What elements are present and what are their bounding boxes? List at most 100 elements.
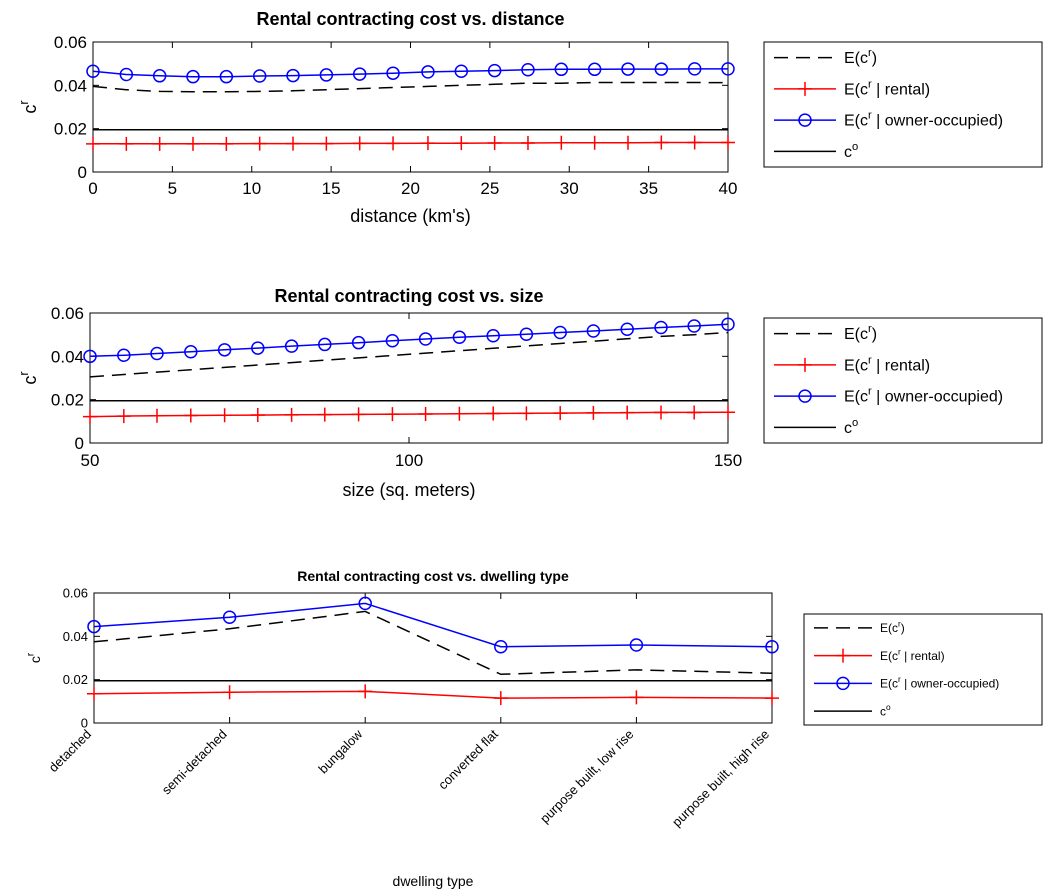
point-rental <box>83 409 97 424</box>
plot-area <box>92 41 729 173</box>
point-owner <box>629 638 644 652</box>
point-rental <box>654 405 669 420</box>
point-owner <box>554 62 569 77</box>
x-tick-label: 40 <box>719 179 738 198</box>
point-rental <box>520 135 535 150</box>
point-rental <box>721 135 735 150</box>
point-rental <box>319 136 334 151</box>
point-owner <box>454 64 469 78</box>
series-line-rental <box>93 690 773 699</box>
x-tick-label: 50 <box>81 451 100 470</box>
point-owner <box>352 67 367 81</box>
x-tick-label: 35 <box>639 179 658 198</box>
x-tick-label: 150 <box>714 451 742 470</box>
y-tick-label: 0.04 <box>51 347 84 366</box>
x-tick-label: 5 <box>168 179 177 198</box>
point-rental <box>765 691 779 706</box>
y-tick-label: 0.06 <box>51 304 84 323</box>
point-rental <box>186 136 201 151</box>
point-rental <box>386 136 401 151</box>
point-rental <box>587 135 602 150</box>
point-owner <box>553 325 567 340</box>
x-axis-label: distance (km's) <box>350 206 470 226</box>
series-line-owner <box>93 602 773 648</box>
y-axis-label: cr <box>26 652 43 663</box>
legend-marker-rental <box>798 81 812 96</box>
plot-area <box>93 592 773 724</box>
point-owner <box>621 62 635 76</box>
legend-box <box>803 613 1043 726</box>
legend-marker-rental <box>798 357 812 372</box>
point-owner <box>87 619 101 634</box>
legend-box <box>763 41 1043 168</box>
point-owner <box>385 333 400 348</box>
point-rental <box>284 407 299 422</box>
point-rental <box>149 408 164 423</box>
x-tick-label: 25 <box>480 179 499 198</box>
chart-3: Rental contracting cost vs. dwelling typ… <box>26 568 1043 889</box>
legend-marker-owner <box>836 676 850 691</box>
y-tick-label: 0.04 <box>63 629 88 644</box>
x-tick-label: purpose built, low rise <box>537 727 637 827</box>
point-owner <box>152 69 167 83</box>
point-rental <box>654 135 669 150</box>
point-rental <box>454 136 469 151</box>
chart-1: Rental contracting cost vs. distance 0 0.0… <box>17 9 1043 226</box>
x-axis-label: dwelling type <box>393 873 474 889</box>
point-owner <box>184 345 198 359</box>
point-rental <box>554 135 569 150</box>
x-tick-label: purpose built, high rise <box>669 727 772 830</box>
x-tick-label: bungalow <box>315 726 365 776</box>
point-rental <box>352 136 367 151</box>
series-owner <box>86 62 735 84</box>
series-rental <box>83 405 735 424</box>
point-owner <box>319 68 334 82</box>
series-line-expected <box>93 610 773 676</box>
series-rental <box>86 135 735 151</box>
point-owner <box>586 324 601 338</box>
point-rental <box>219 136 234 151</box>
x-tick-label: detached <box>46 727 94 775</box>
point-owner <box>418 332 433 346</box>
point-owner <box>765 639 779 654</box>
legend-label-rental: E(cr | rental) <box>880 646 945 662</box>
point-owner <box>252 69 267 83</box>
y-tick-label: 0 <box>75 434 84 453</box>
point-rental <box>493 691 508 706</box>
point-owner <box>186 69 200 84</box>
point-rental <box>86 136 100 151</box>
legend-label-expected: E(cr) <box>844 47 877 67</box>
point-owner <box>687 319 701 333</box>
y-tick-label: 0.02 <box>63 672 88 687</box>
point-rental <box>252 136 267 151</box>
point-rental <box>721 405 735 420</box>
series-expected <box>89 331 729 378</box>
y-axis-label: cr <box>17 371 40 384</box>
point-owner <box>358 596 372 611</box>
point-owner <box>150 346 164 361</box>
point-owner <box>519 327 534 341</box>
legend-label-co: co <box>844 417 858 437</box>
point-rental <box>420 136 435 151</box>
legend-label-owner: E(cr | owner-occupied) <box>880 674 999 690</box>
point-owner <box>494 639 508 654</box>
point-owner <box>219 69 234 84</box>
legend-marker-owner <box>798 389 812 403</box>
point-rental <box>620 405 635 420</box>
x-axis-label: size (sq. meters) <box>342 480 475 500</box>
legend-marker-owner <box>798 113 812 127</box>
point-rental <box>183 408 198 423</box>
point-owner <box>654 320 668 335</box>
point-owner <box>386 66 400 80</box>
legend-label-rental: E(cr | rental) <box>844 354 930 374</box>
legend-label-expected: E(cr) <box>844 323 877 343</box>
x-tick-label: 30 <box>560 179 579 198</box>
point-owner <box>217 343 232 357</box>
point-rental <box>553 406 568 421</box>
point-rental <box>222 685 237 700</box>
point-rental <box>687 135 702 150</box>
chart-title: Rental contracting cost vs. dwelling typ… <box>297 568 569 584</box>
point-owner <box>687 62 702 76</box>
point-owner <box>487 63 502 78</box>
